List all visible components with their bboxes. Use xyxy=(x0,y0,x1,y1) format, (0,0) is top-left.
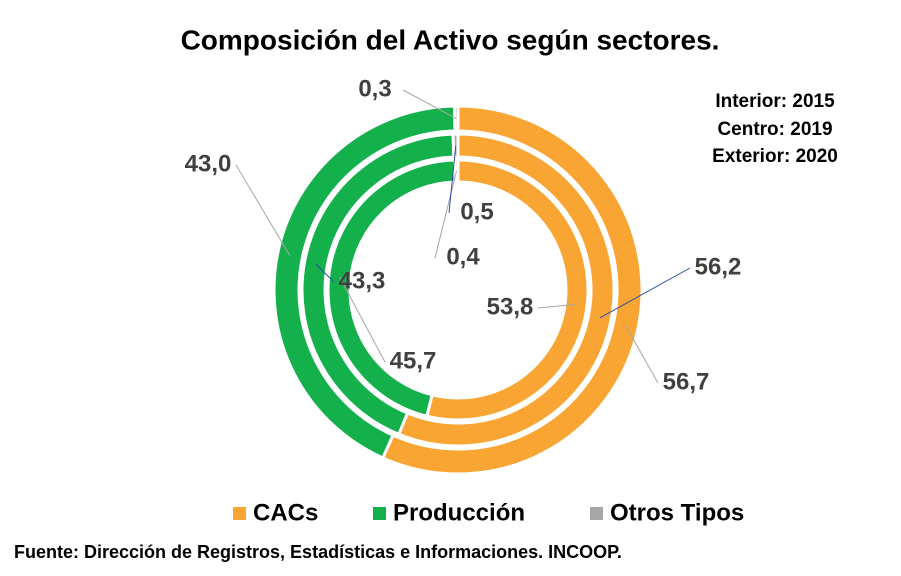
leader-line xyxy=(339,276,386,363)
legend-label: Producción xyxy=(393,499,525,526)
chart-title: Composición del Activo según sectores. xyxy=(181,24,720,55)
ring-note: Centro: 2019 xyxy=(717,119,832,140)
data-label: 43,0 xyxy=(185,150,232,177)
data-label: 0,5 xyxy=(460,198,493,225)
source: Fuente: Dirección de Registros, Estadíst… xyxy=(14,542,622,562)
leader-line xyxy=(625,325,659,384)
data-label: 56,7 xyxy=(663,368,710,395)
leader-line xyxy=(402,89,457,119)
data-label: 0,3 xyxy=(358,75,391,102)
leader-line xyxy=(315,263,335,283)
leader-line xyxy=(434,170,457,259)
legend-swatch xyxy=(373,507,386,520)
data-label: 43,3 xyxy=(339,267,386,294)
legend-label: CACs xyxy=(253,499,318,526)
data-label: 0,4 xyxy=(446,243,480,270)
ring-note: Exterior: 2020 xyxy=(712,146,838,167)
leader-line xyxy=(537,303,577,309)
data-label: 56,2 xyxy=(695,253,742,280)
ring-note: Interior: 2015 xyxy=(715,91,835,112)
leader-line xyxy=(599,267,691,319)
legend-swatch xyxy=(233,507,246,520)
data-label: 53,8 xyxy=(487,293,534,320)
data-label: 45,7 xyxy=(390,347,437,374)
leader-line xyxy=(448,145,457,214)
legend-label: Otros Tipos xyxy=(610,499,744,526)
leader-line xyxy=(235,164,291,257)
legend-swatch xyxy=(590,507,603,520)
